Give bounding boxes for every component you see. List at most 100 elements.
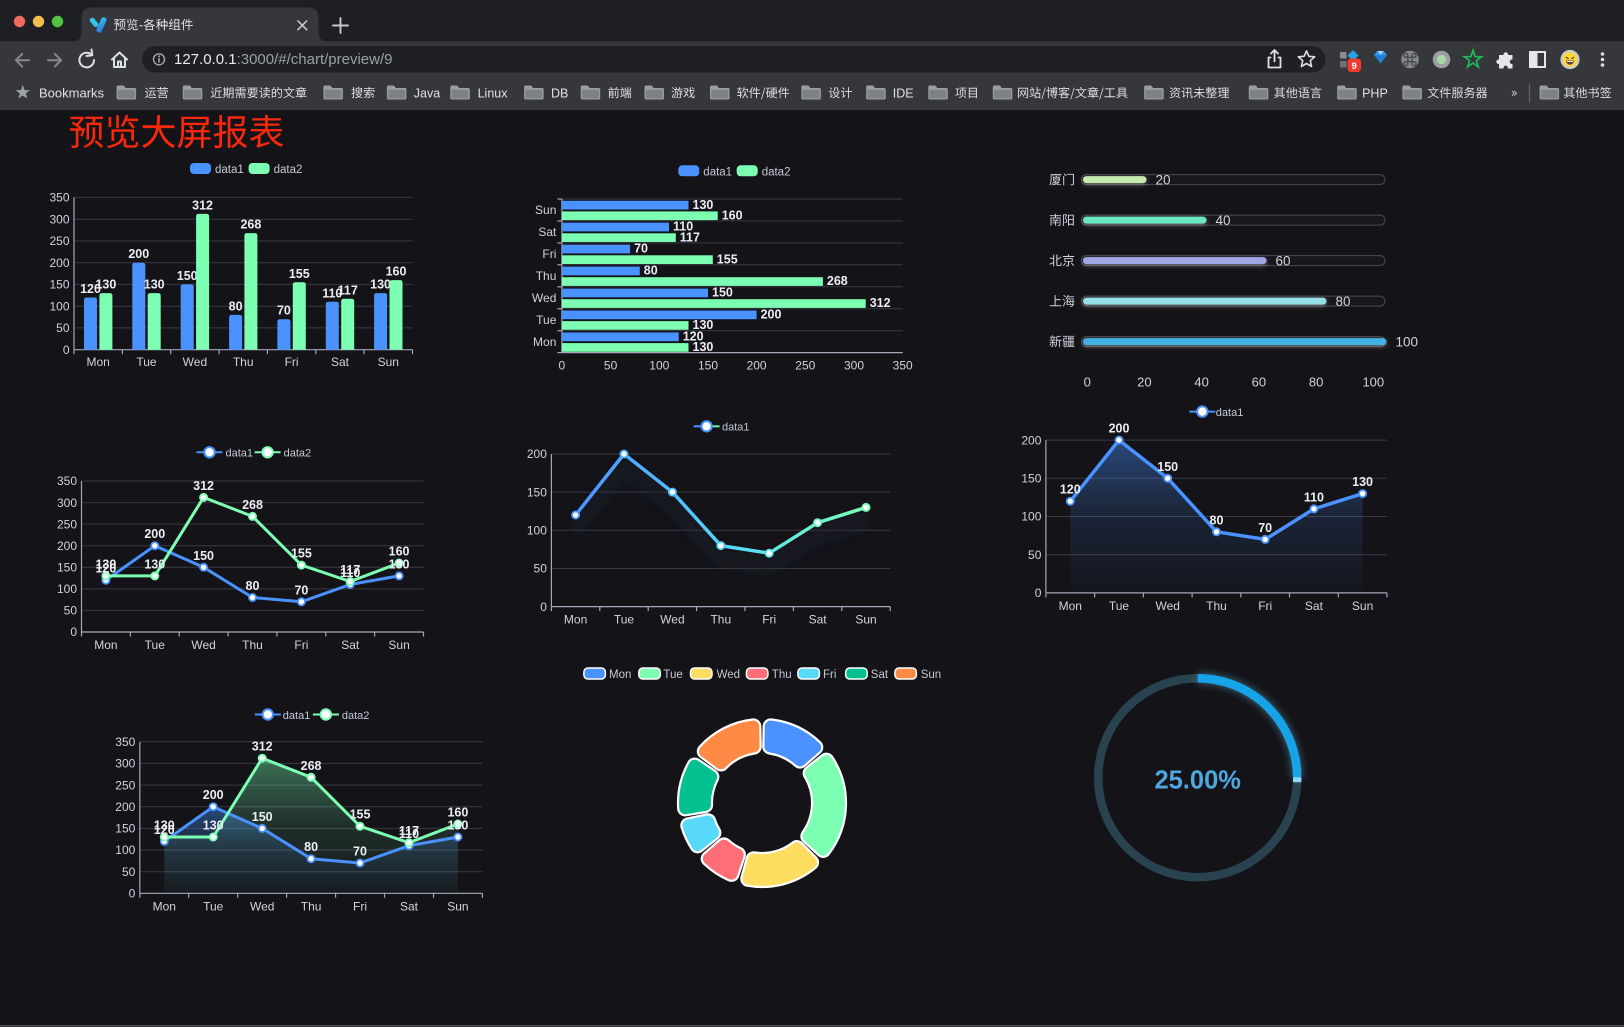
svg-text:Sat: Sat bbox=[538, 225, 557, 239]
svg-text:20: 20 bbox=[1156, 172, 1171, 187]
svg-text:Fri: Fri bbox=[823, 669, 836, 681]
svg-text:data1: data1 bbox=[722, 422, 750, 434]
svg-text:350: 350 bbox=[49, 191, 69, 205]
svg-text:Bookmarks: Bookmarks bbox=[39, 86, 105, 101]
svg-text:160: 160 bbox=[722, 208, 743, 222]
svg-text:80: 80 bbox=[1309, 375, 1323, 390]
svg-text:200: 200 bbox=[115, 800, 135, 814]
svg-text:80: 80 bbox=[304, 840, 318, 854]
svg-text:110: 110 bbox=[340, 566, 360, 580]
svg-text:Tue: Tue bbox=[145, 638, 166, 652]
svg-text:50: 50 bbox=[56, 321, 70, 335]
svg-text:Tue: Tue bbox=[614, 613, 635, 627]
svg-text:Mon: Mon bbox=[1059, 599, 1082, 613]
svg-text:250: 250 bbox=[115, 778, 135, 792]
svg-text:150: 150 bbox=[177, 269, 198, 283]
svg-text:312: 312 bbox=[193, 479, 214, 493]
svg-text:160: 160 bbox=[389, 545, 410, 559]
svg-text:Fri: Fri bbox=[1258, 599, 1272, 613]
svg-text:200: 200 bbox=[49, 256, 69, 270]
svg-text:155: 155 bbox=[717, 252, 738, 266]
svg-text:117: 117 bbox=[338, 283, 358, 297]
svg-text:40: 40 bbox=[1216, 213, 1231, 228]
svg-text:100: 100 bbox=[1396, 334, 1419, 349]
svg-text:IDE: IDE bbox=[893, 87, 914, 101]
svg-text:200: 200 bbox=[144, 527, 165, 541]
svg-text:312: 312 bbox=[252, 740, 273, 754]
svg-text:70: 70 bbox=[294, 583, 308, 597]
svg-text:268: 268 bbox=[301, 759, 322, 773]
svg-text:50: 50 bbox=[534, 562, 548, 576]
svg-text:Mon: Mon bbox=[153, 899, 176, 913]
svg-text:130: 130 bbox=[370, 278, 391, 292]
svg-text:data1: data1 bbox=[1216, 407, 1244, 419]
svg-text:DB: DB bbox=[551, 87, 568, 101]
svg-text:Mon: Mon bbox=[533, 335, 556, 349]
svg-text:150: 150 bbox=[193, 549, 214, 563]
svg-text:80: 80 bbox=[246, 579, 260, 593]
svg-text:200: 200 bbox=[1109, 422, 1130, 436]
svg-text:100: 100 bbox=[527, 524, 547, 538]
svg-text:312: 312 bbox=[870, 296, 891, 310]
svg-text:Sun: Sun bbox=[378, 355, 399, 369]
svg-text:Linux: Linux bbox=[478, 87, 509, 101]
svg-text:160: 160 bbox=[386, 265, 407, 279]
svg-text:250: 250 bbox=[795, 359, 815, 373]
svg-text:250: 250 bbox=[49, 234, 69, 248]
svg-text:200: 200 bbox=[57, 539, 77, 553]
svg-text:200: 200 bbox=[527, 447, 547, 461]
svg-text:Sun: Sun bbox=[855, 613, 876, 627]
svg-text:Wed: Wed bbox=[660, 613, 684, 627]
svg-text:150: 150 bbox=[115, 822, 135, 836]
svg-text:150: 150 bbox=[1157, 460, 1178, 474]
svg-text:130: 130 bbox=[693, 198, 714, 212]
svg-text:Wed: Wed bbox=[250, 899, 274, 913]
svg-text:50: 50 bbox=[122, 865, 136, 879]
svg-text:250: 250 bbox=[57, 517, 77, 531]
svg-text:150: 150 bbox=[1021, 472, 1041, 486]
svg-text:350: 350 bbox=[115, 735, 135, 749]
svg-text:117: 117 bbox=[680, 230, 700, 244]
svg-text:100: 100 bbox=[115, 843, 135, 857]
svg-text:Mon: Mon bbox=[564, 613, 587, 627]
svg-text:data2: data2 bbox=[274, 164, 303, 176]
svg-text:70: 70 bbox=[1258, 521, 1272, 535]
svg-text:0: 0 bbox=[63, 343, 70, 357]
svg-text:100: 100 bbox=[57, 582, 77, 596]
svg-text:40: 40 bbox=[1194, 375, 1208, 390]
svg-text:100: 100 bbox=[49, 299, 69, 313]
svg-text:80: 80 bbox=[644, 264, 658, 278]
svg-text:PHP: PHP bbox=[1362, 87, 1388, 101]
svg-text:Sun: Sun bbox=[447, 899, 468, 913]
svg-text:Wed: Wed bbox=[1155, 599, 1179, 613]
svg-text:117: 117 bbox=[399, 824, 419, 838]
svg-text:Sun: Sun bbox=[1352, 599, 1373, 613]
svg-text:data2: data2 bbox=[342, 710, 370, 722]
svg-text:130: 130 bbox=[447, 819, 468, 833]
svg-text:data1: data1 bbox=[226, 448, 254, 460]
svg-text:0: 0 bbox=[559, 359, 566, 373]
svg-text:0: 0 bbox=[129, 887, 136, 901]
svg-text:70: 70 bbox=[277, 304, 291, 318]
svg-text:200: 200 bbox=[761, 308, 782, 322]
svg-text:0: 0 bbox=[540, 600, 547, 614]
svg-text:350: 350 bbox=[893, 359, 913, 373]
svg-text:150: 150 bbox=[698, 359, 718, 373]
svg-text:Thu: Thu bbox=[710, 613, 731, 627]
svg-text:70: 70 bbox=[634, 242, 648, 256]
svg-text:Sat: Sat bbox=[400, 899, 419, 913]
svg-text:Sat: Sat bbox=[331, 355, 350, 369]
svg-text:200: 200 bbox=[203, 788, 224, 802]
svg-text:Thu: Thu bbox=[242, 638, 263, 652]
svg-text:50: 50 bbox=[1028, 548, 1042, 562]
svg-text:130: 130 bbox=[693, 318, 714, 332]
svg-text:Java: Java bbox=[414, 87, 440, 101]
svg-text:Thu: Thu bbox=[1206, 599, 1227, 613]
svg-text:60: 60 bbox=[1252, 375, 1266, 390]
svg-text:data1: data1 bbox=[215, 164, 244, 176]
svg-text:350: 350 bbox=[57, 474, 77, 488]
svg-text:130: 130 bbox=[154, 819, 175, 833]
svg-text:50: 50 bbox=[64, 604, 78, 618]
svg-text:Sun: Sun bbox=[921, 669, 941, 681]
svg-text:Tue: Tue bbox=[136, 355, 157, 369]
